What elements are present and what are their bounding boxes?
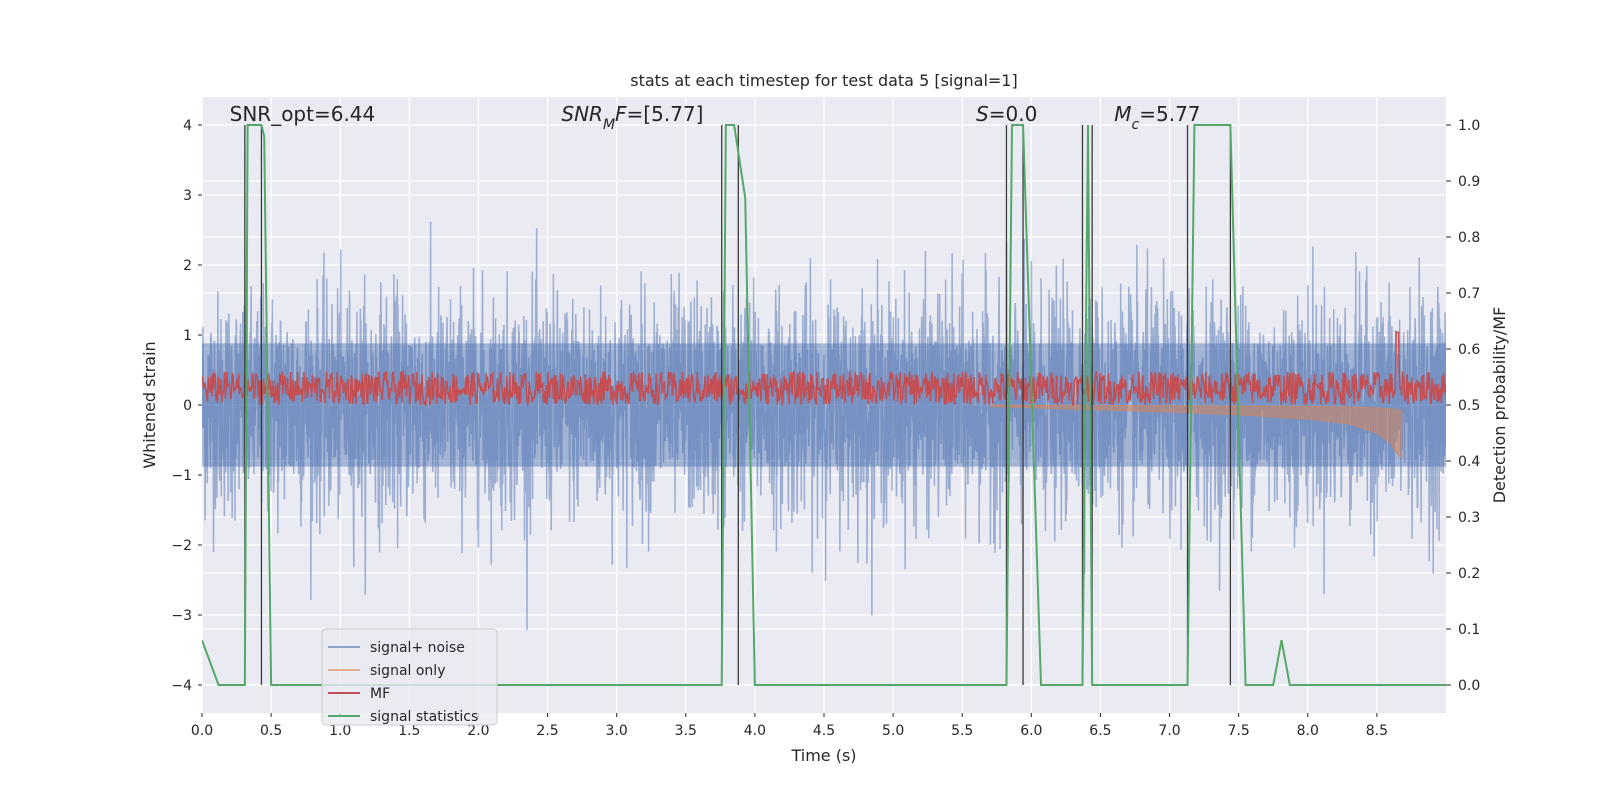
yright-tick-label-5: 0.5 — [1458, 398, 1480, 414]
yleft-tick-label-8: −4 — [171, 678, 192, 694]
legend: signal+ noise signal only MF signal statist… — [321, 628, 498, 726]
legend-label-1: signal only — [370, 663, 445, 679]
annotation-3: Mc=5.77 — [1114, 102, 1200, 133]
annotation-3-main: M — [1114, 102, 1131, 126]
yright-tick-label-10: 0.0 — [1458, 678, 1480, 694]
yleft-tick-label-5: −1 — [171, 468, 192, 484]
series-signal-only — [989, 404, 1403, 459]
yright-tick-label-9: 0.1 — [1458, 622, 1480, 638]
x-tick-label-17: 8.5 — [1366, 723, 1388, 739]
yright-tick-label-0: 1.0 — [1458, 118, 1480, 134]
x-axis-label: Time (s) — [790, 746, 856, 765]
series-signal-statistics — [202, 124, 1446, 686]
annotation-1-sub: M — [603, 117, 615, 133]
x-tick-label-15: 7.5 — [1228, 723, 1250, 739]
x-tick-label-6: 3.0 — [606, 723, 628, 739]
yleft-tick-label-1: 3 — [183, 188, 192, 204]
annotation-2-main: S — [976, 102, 989, 126]
legend-label-0: signal+ noise — [370, 640, 465, 656]
x-tick-label-10: 5.0 — [882, 723, 904, 739]
annotation-1: SNRMF=[5.77] — [561, 102, 703, 133]
yright-tick-label-2: 0.8 — [1458, 230, 1480, 246]
annotation-3-tail: =5.77 — [1139, 102, 1200, 126]
x-tick-label-11: 5.5 — [951, 723, 973, 739]
yright-tick-label-8: 0.2 — [1458, 566, 1480, 582]
yright-tick-label-1: 0.9 — [1458, 174, 1480, 190]
legend-label-3: signal statistics — [370, 709, 478, 725]
yright-tick-label-6: 0.4 — [1458, 454, 1480, 470]
x-tick-label-5: 2.5 — [536, 723, 558, 739]
x-tick-label-9: 4.5 — [813, 723, 835, 739]
annotation-2: S=0.0 — [976, 102, 1037, 126]
legend-label-2: MF — [370, 686, 390, 702]
annotation-3-sub: c — [1132, 117, 1140, 133]
plot-content — [202, 124, 1446, 686]
yleft-tick-label-7: −3 — [171, 608, 192, 624]
series-signal-noise-band — [202, 343, 1446, 467]
x-tick-label-12: 6.0 — [1020, 723, 1042, 739]
annotation-2-tail: =0.0 — [989, 102, 1038, 126]
yright-tick-label-7: 0.3 — [1458, 510, 1480, 526]
x-tick-label-0: 0.0 — [191, 723, 213, 739]
x-tick-label-2: 1.0 — [329, 723, 351, 739]
y-axis-label-right: Detection probability/MF — [1490, 307, 1509, 504]
annotation-1-main: SNR — [561, 102, 603, 126]
x-tick-label-4: 2.0 — [467, 723, 489, 739]
yright-tick-label-4: 0.6 — [1458, 342, 1480, 358]
yleft-tick-label-6: −2 — [171, 538, 192, 554]
yleft-tick-label-2: 2 — [183, 258, 192, 274]
annotation-0: SNR_opt=6.44 — [230, 102, 376, 126]
yleft-tick-label-3: 1 — [183, 328, 192, 344]
annotation-1-tail-it: F — [615, 102, 627, 126]
y-axis-label-left: Whitened strain — [140, 341, 159, 468]
annotation-1-tail: =[5.77] — [627, 102, 704, 126]
x-tick-label-8: 4.0 — [744, 723, 766, 739]
yright-tick-label-3: 0.7 — [1458, 286, 1480, 302]
x-tick-label-16: 8.0 — [1297, 723, 1319, 739]
chart-title: stats at each timestep for test data 5 [… — [630, 71, 1017, 90]
x-tick-label-7: 3.5 — [675, 723, 697, 739]
yleft-tick-label-0: 4 — [183, 118, 192, 134]
x-tick-label-3: 1.5 — [398, 723, 420, 739]
yleft-tick-label-4: 0 — [183, 398, 192, 414]
series-mf — [202, 331, 1446, 408]
x-tick-label-1: 0.5 — [260, 723, 282, 739]
annotation-0-main: SNR_opt=6.44 — [230, 102, 376, 126]
x-tick-label-13: 6.5 — [1089, 723, 1111, 739]
legend-box — [321, 628, 498, 726]
x-tick-label-14: 7.0 — [1158, 723, 1180, 739]
